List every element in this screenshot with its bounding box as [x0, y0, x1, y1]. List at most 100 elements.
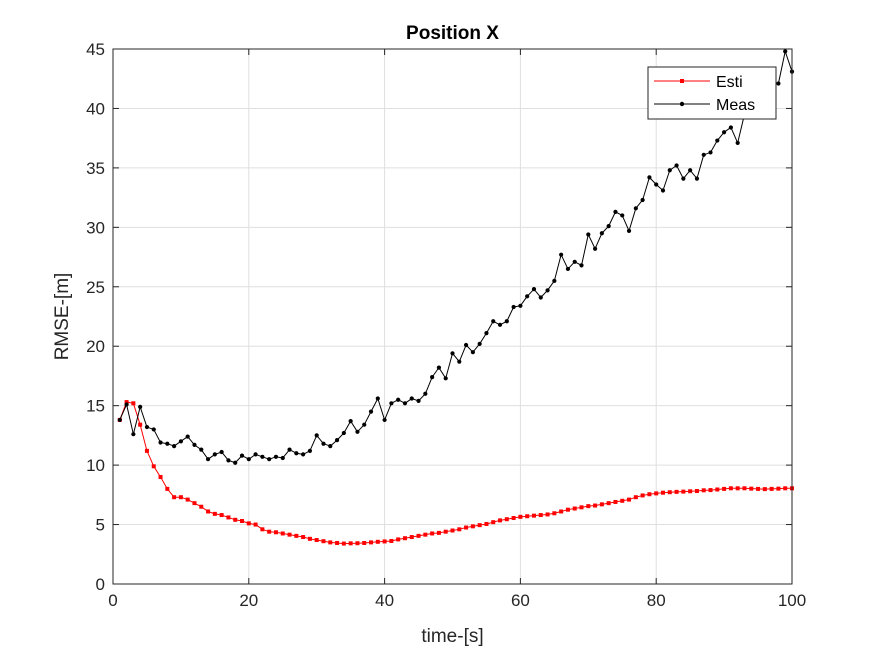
data-point-meas [267, 457, 272, 462]
data-point-esti [613, 499, 618, 504]
data-point-esti [511, 516, 516, 521]
data-point-esti [593, 503, 598, 508]
data-point-meas [138, 404, 143, 409]
data-point-meas [409, 396, 414, 401]
x-axis-title: time-[s] [421, 626, 483, 647]
data-point-esti [552, 511, 557, 516]
data-point-esti [280, 531, 285, 536]
data-point-esti [307, 536, 312, 541]
data-point-meas [355, 429, 360, 434]
legend-label-meas: Meas [716, 97, 755, 114]
data-point-meas [301, 452, 306, 457]
data-point-meas [640, 197, 645, 203]
data-point-meas [491, 319, 496, 324]
data-point-esti [273, 530, 278, 535]
data-point-esti [606, 501, 611, 506]
data-point-esti [640, 493, 645, 498]
data-point-esti [172, 495, 177, 500]
data-point-esti [212, 511, 217, 516]
data-point-meas [205, 457, 211, 462]
data-point-meas [172, 443, 177, 449]
data-point-esti [375, 539, 380, 544]
data-point-meas [565, 266, 571, 272]
data-point-esti [287, 532, 292, 537]
data-point-meas [348, 419, 353, 424]
data-point-esti [572, 506, 577, 511]
y-tick-label: 30 [86, 218, 105, 237]
data-point-meas [477, 341, 482, 346]
data-point-meas [423, 391, 428, 396]
data-point-esti [219, 513, 224, 518]
data-point-esti [783, 486, 788, 491]
data-point-meas [572, 259, 577, 264]
data-point-esti [694, 489, 699, 494]
data-point-esti [762, 487, 767, 492]
data-point-meas [484, 331, 489, 336]
data-point-meas [559, 252, 564, 257]
data-point-esti [348, 541, 353, 546]
data-point-esti [267, 529, 272, 534]
data-point-esti [240, 518, 245, 523]
data-point-esti [756, 486, 761, 491]
data-point-meas [538, 295, 543, 300]
data-point-esti [138, 422, 143, 427]
data-point-esti [178, 495, 183, 500]
data-point-meas [660, 188, 666, 193]
data-point-esti [314, 538, 319, 543]
plot-area [113, 49, 792, 584]
data-point-esti [470, 524, 475, 529]
data-point-meas [681, 176, 686, 181]
data-point-meas [701, 152, 706, 157]
data-point-meas [783, 49, 788, 54]
y-tick-label: 5 [96, 516, 105, 535]
data-point-meas [226, 458, 231, 463]
data-point-esti [206, 509, 211, 514]
data-point-meas [368, 409, 374, 414]
data-point-meas [321, 441, 326, 446]
data-point-esti [545, 512, 550, 517]
series-line-meas [119, 50, 793, 464]
data-point-meas [722, 130, 727, 135]
data-point-meas [504, 319, 509, 324]
series-layer [117, 49, 795, 546]
data-point-esti [491, 520, 496, 525]
x-tick-label: 0 [108, 591, 117, 610]
data-point-meas [185, 434, 190, 439]
data-point-esti [430, 531, 435, 536]
data-point-esti [294, 533, 299, 538]
data-point-meas [199, 447, 204, 452]
y-tick-label: 10 [86, 456, 105, 475]
y-tick-label: 45 [86, 40, 105, 59]
data-point-meas [260, 454, 265, 459]
y-axis-title: RMSE-[m] [52, 273, 73, 361]
data-point-esti [660, 490, 665, 495]
data-point-meas [525, 294, 530, 299]
data-point-meas [457, 359, 462, 364]
data-point-meas [389, 401, 394, 406]
data-point-meas [219, 449, 224, 455]
x-tick-label: 80 [647, 591, 666, 610]
data-point-esti [586, 504, 591, 509]
data-point-meas [708, 150, 713, 155]
data-point-meas [626, 228, 632, 233]
data-point-esti [667, 490, 672, 495]
data-point-meas [314, 433, 319, 438]
data-point-esti [769, 486, 774, 491]
data-point-esti [409, 535, 414, 540]
legend[interactable]: Esti Meas [647, 66, 777, 120]
data-point-esti [443, 529, 448, 534]
data-point-esti [260, 527, 265, 532]
data-point-esti [538, 513, 543, 518]
data-point-meas [606, 224, 611, 229]
data-point-esti [525, 514, 530, 519]
data-point-esti [144, 448, 149, 453]
x-tick-label: 100 [778, 591, 806, 610]
data-point-esti [335, 540, 340, 545]
data-point-meas [117, 417, 122, 423]
data-point-esti [341, 541, 346, 546]
data-point-meas [674, 163, 679, 168]
y-tick-label: 0 [96, 575, 105, 594]
data-point-meas [599, 231, 604, 236]
data-point-esti [681, 489, 686, 494]
